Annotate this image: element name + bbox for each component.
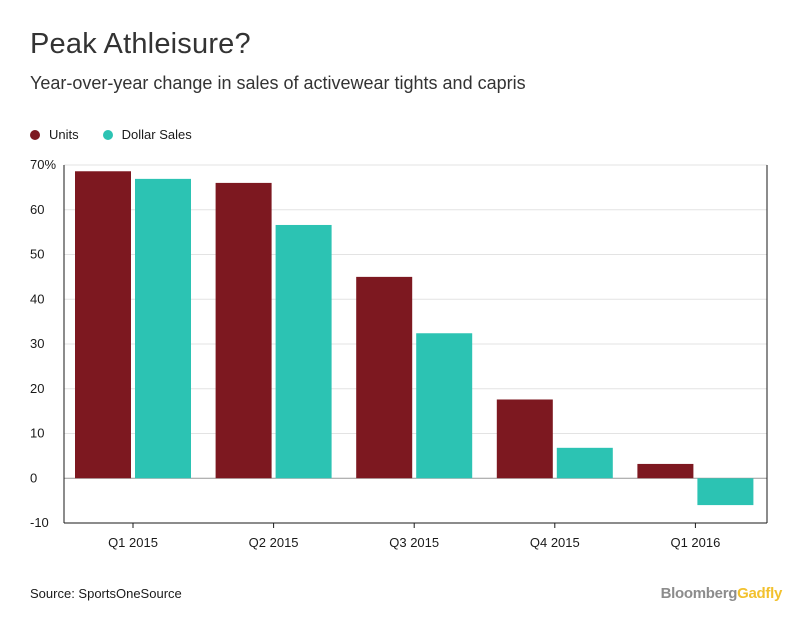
y-tick-label: -10 [30,515,49,530]
legend-label-dollar-sales: Dollar Sales [121,127,192,142]
y-tick-label: 30 [30,336,44,351]
x-tick-label: Q1 2015 [108,535,158,550]
legend: Units Dollar Sales [30,127,216,142]
y-tick-label: 20 [30,381,44,396]
bar-units [215,182,272,479]
chart-subtitle: Year-over-year change in sales of active… [30,73,526,93]
bar-dollar-sales [275,224,332,479]
brand-part-2: Gadfly [737,585,782,602]
chart-title: Peak Athleisure? [30,28,251,60]
y-tick-label: 0 [30,470,37,485]
y-tick-label: 40 [30,291,44,306]
legend-item-dollar-sales: Dollar Sales [102,127,192,142]
bar-units [496,399,553,479]
bar-dollar-sales [135,178,191,479]
y-tick-label: 10 [30,426,44,441]
legend-swatch-dollar-sales [102,129,113,140]
legend-label-units: Units [49,127,79,142]
x-tick-label: Q2 2015 [249,535,299,550]
legend-swatch-units [30,129,40,140]
bar-units [75,171,131,479]
x-tick-label: Q4 2015 [530,535,580,550]
y-tick-label: 50 [30,247,44,262]
y-tick-label: 60 [30,202,44,217]
bar-units [356,276,413,479]
brand-part-1: Bloomberg [660,585,738,602]
bar-dollar-sales [416,333,473,479]
legend-item-units: Units [30,127,79,142]
source-note: Source: SportsOneSource [30,586,182,601]
bar-units [637,463,694,479]
x-tick-label: Q3 2015 [389,535,439,550]
bar-dollar-sales [556,447,613,479]
x-tick-label: Q1 2016 [670,535,720,550]
bar-dollar-sales [697,478,754,506]
brand-logo: BloombergGadfly [660,585,783,602]
y-tick-label: 70% [30,157,56,172]
